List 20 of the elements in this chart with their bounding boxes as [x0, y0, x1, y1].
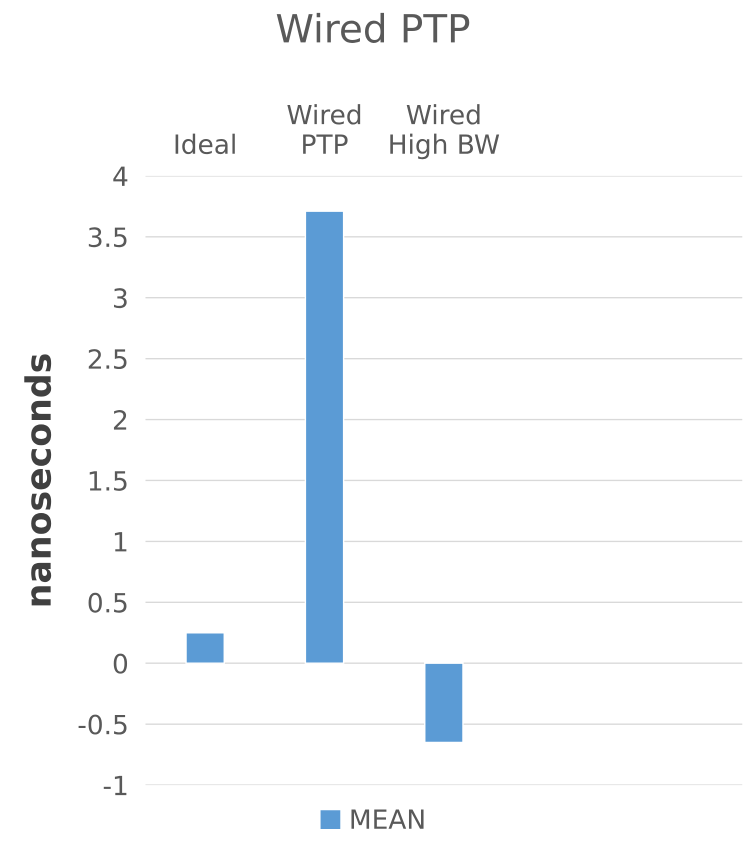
y-tick-label: 1.5: [90, 471, 126, 491]
x-tick-label: Wired PTP: [287, 104, 360, 154]
x-tick-label: Wired High BW: [390, 104, 500, 160]
y-tick-label: 2: [114, 410, 126, 430]
y-tick-label: 0.5: [88, 592, 126, 613]
y-tick-label: 0: [114, 654, 128, 674]
y-tick-label: -0.5: [78, 714, 126, 735]
x-tick-label: Ideal: [176, 134, 235, 154]
legend-label: MEAN: [351, 810, 424, 829]
y-tick-label: 4: [113, 166, 128, 186]
bar: [185, 632, 225, 664]
y-axis-title: nanoseconds: [24, 354, 52, 606]
bar: [304, 210, 344, 664]
bar: [424, 662, 464, 744]
y-tick-label: 1: [114, 532, 126, 552]
y-tick-label: 3: [114, 288, 127, 308]
chart-title: Wired PTP: [276, 12, 470, 43]
y-tick-label: 2.5: [88, 349, 126, 370]
y-tick-label: -1: [104, 776, 126, 796]
y-tick-label: 3.5: [88, 227, 126, 248]
